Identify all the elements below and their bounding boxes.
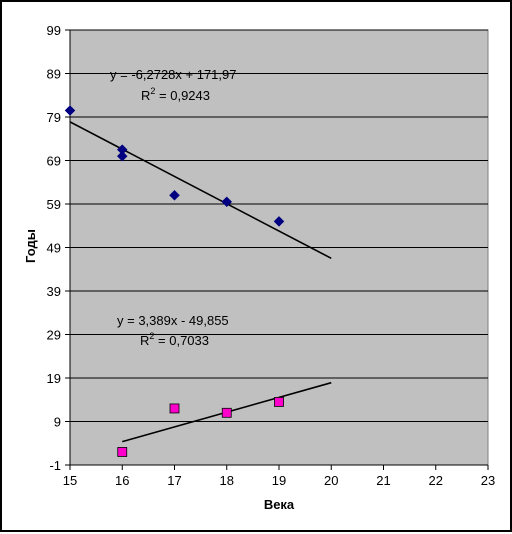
x-tick-label: 21 xyxy=(376,473,390,488)
y-tick-label: 59 xyxy=(47,197,61,212)
y-tick-label: 89 xyxy=(47,67,61,82)
trendline-r2-1: R2 = 0,9243 xyxy=(141,86,210,103)
data-point-diamond xyxy=(116,150,128,162)
x-tick-label: 16 xyxy=(115,473,129,488)
data-point-diamond xyxy=(273,216,285,227)
data-point-diamond xyxy=(221,196,233,208)
x-tick-label: 20 xyxy=(324,473,338,488)
data-point-square xyxy=(274,397,284,407)
y-tick-label: 79 xyxy=(47,110,61,125)
data-points xyxy=(64,105,285,457)
trendline-equation-2: y = 3,389x - 49,855 xyxy=(117,313,229,328)
y-tick-label: 9 xyxy=(54,415,61,430)
y-axis-ticks: -1 9 19 29 39 49 59 69 79 89 99 xyxy=(47,23,70,473)
y-tick-label: 29 xyxy=(47,328,61,343)
data-point-diamond xyxy=(64,105,76,116)
y-tick-label: 19 xyxy=(47,371,61,386)
y-tick-label: 99 xyxy=(47,23,61,38)
x-axis-title: Века xyxy=(264,497,295,512)
gridlines xyxy=(70,29,488,422)
x-tick-label: 22 xyxy=(429,473,443,488)
x-tick-label: 19 xyxy=(272,473,286,488)
y-tick-label: 49 xyxy=(47,241,61,256)
y-tick-label: 69 xyxy=(47,154,61,169)
y-tick-label: 39 xyxy=(47,284,61,299)
x-tick-label: 23 xyxy=(481,473,495,488)
trendline-1 xyxy=(69,121,332,260)
trendline-r2-2: R2 = 0,7033 xyxy=(140,331,209,348)
data-point-square xyxy=(169,403,180,414)
y-axis-title: Годы xyxy=(23,229,38,263)
x-tick-label: 15 xyxy=(63,473,77,488)
y-tick-label: -1 xyxy=(49,458,61,473)
data-point-square xyxy=(221,407,232,418)
x-tick-label: 18 xyxy=(220,473,234,488)
data-point-square xyxy=(117,447,128,457)
x-axis-ticks: 15 16 17 18 19 20 21 22 23 xyxy=(63,465,495,488)
trendline-equation-1: y = -6,2728x + 171,97 xyxy=(110,67,236,82)
data-point-diamond xyxy=(169,189,180,201)
x-tick-label: 17 xyxy=(167,473,181,488)
